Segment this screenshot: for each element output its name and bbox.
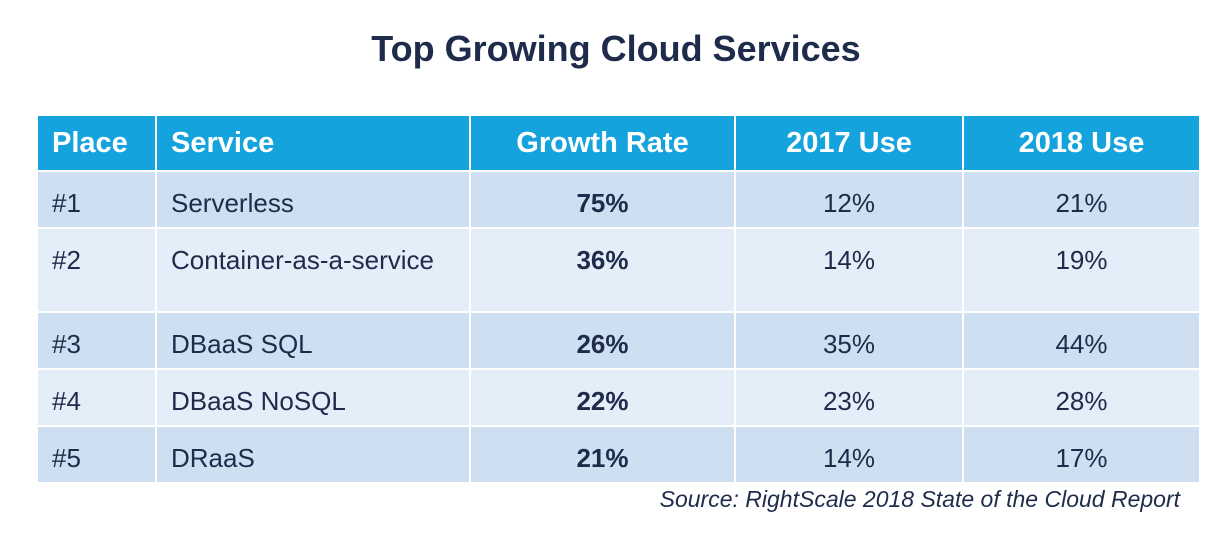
cell-growth-rate: 36%	[469, 227, 736, 313]
cell-service: DRaaS	[155, 425, 471, 484]
source-note: Source: RightScale 2018 State of the Clo…	[659, 486, 1180, 512]
header-place: Place	[36, 114, 157, 172]
cell-2017-use: 35%	[734, 311, 964, 370]
cell-2017-use: 12%	[734, 170, 964, 229]
table-row: #1 Serverless 75% 12% 21%	[36, 170, 1201, 229]
cell-2017-use: 14%	[734, 227, 964, 313]
cell-2017-use: 23%	[734, 368, 964, 427]
cell-growth-rate: 22%	[469, 368, 736, 427]
chart-title: Top Growing Cloud Services	[371, 28, 861, 69]
cell-service: Container-as-a-service	[155, 227, 471, 313]
cell-2018-use: 21%	[962, 170, 1201, 229]
cell-service: DBaaS NoSQL	[155, 368, 471, 427]
table-row: #4 DBaaS NoSQL 22% 23% 28%	[36, 368, 1201, 427]
cell-place: #2	[36, 227, 157, 313]
cell-growth-rate: 21%	[469, 425, 736, 484]
table-row: #3 DBaaS SQL 26% 35% 44%	[36, 311, 1201, 370]
table-row: #5 DRaaS 21% 14% 17%	[36, 425, 1201, 484]
cell-service: Serverless	[155, 170, 471, 229]
cell-2018-use: 28%	[962, 368, 1201, 427]
cell-place: #4	[36, 368, 157, 427]
header-2018-use: 2018 Use	[962, 114, 1201, 172]
cell-place: #5	[36, 425, 157, 484]
cell-2018-use: 17%	[962, 425, 1201, 484]
cell-growth-rate: 26%	[469, 311, 736, 370]
header-growth-rate: Growth Rate	[469, 114, 736, 172]
growth-table: Place Service Growth Rate 2017 Use 2018 …	[36, 114, 1201, 484]
header-service: Service	[155, 114, 471, 172]
header-2017-use: 2017 Use	[734, 114, 964, 172]
cell-place: #3	[36, 311, 157, 370]
cell-service: DBaaS SQL	[155, 311, 471, 370]
cell-2018-use: 19%	[962, 227, 1201, 313]
cell-2018-use: 44%	[962, 311, 1201, 370]
table-row: #2 Container-as-a-service 36% 14% 19%	[36, 227, 1201, 313]
cell-growth-rate: 75%	[469, 170, 736, 229]
cell-2017-use: 14%	[734, 425, 964, 484]
cell-place: #1	[36, 170, 157, 229]
table-header-row: Place Service Growth Rate 2017 Use 2018 …	[36, 114, 1201, 172]
